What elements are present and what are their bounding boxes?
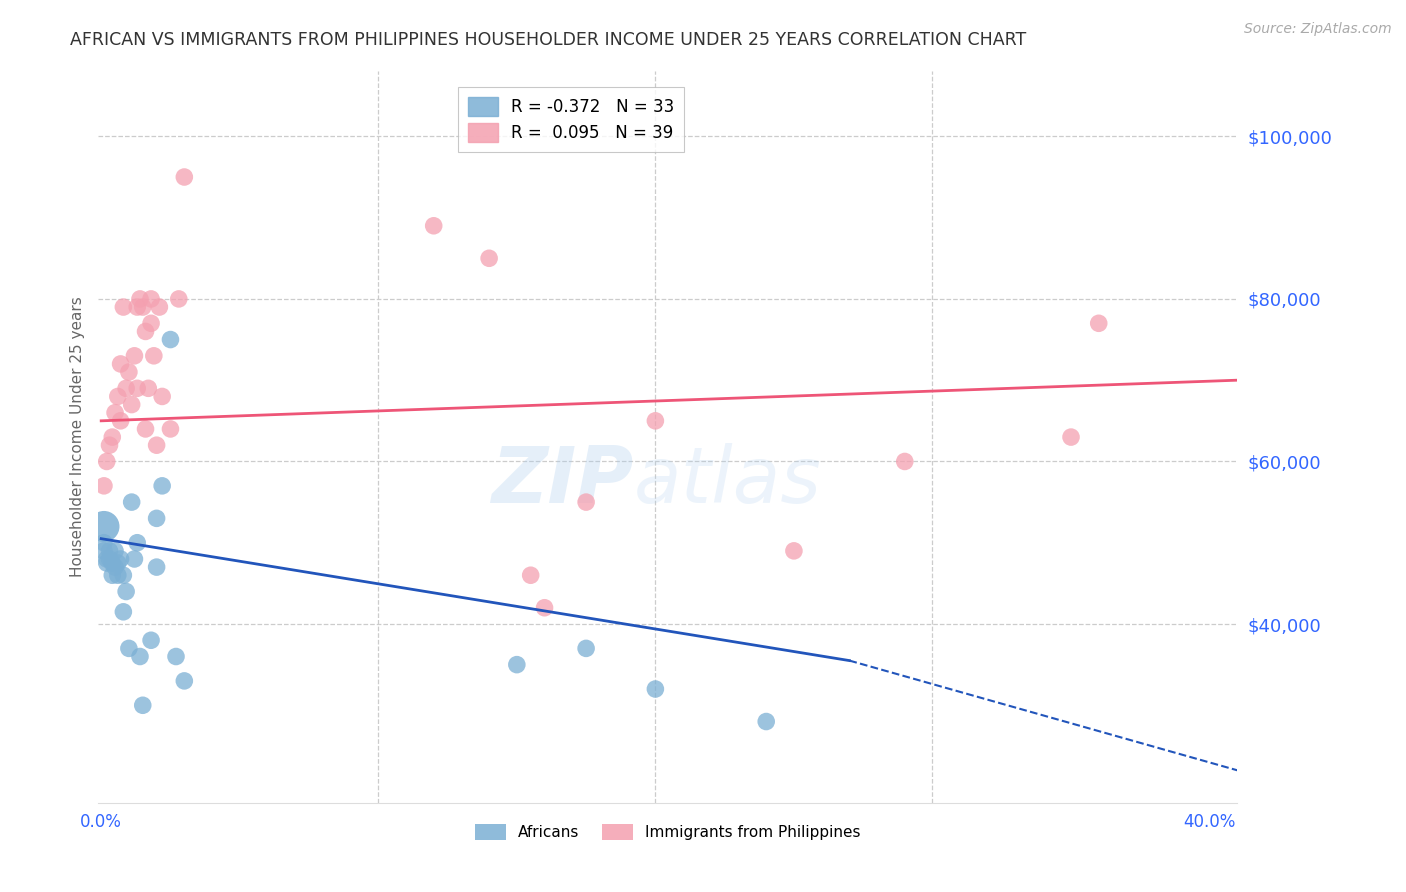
Point — [136, 381, 159, 395]
Point — [115, 584, 138, 599]
Point — [575, 641, 598, 656]
Point — [107, 389, 129, 403]
Point — [148, 300, 170, 314]
Text: Source: ZipAtlas.com: Source: ZipAtlas.com — [1244, 22, 1392, 37]
Point — [135, 422, 157, 436]
Point — [98, 552, 121, 566]
Point — [93, 479, 115, 493]
Point — [167, 292, 190, 306]
Point — [173, 673, 195, 688]
Point — [96, 552, 118, 566]
Point — [118, 641, 141, 656]
Point — [139, 316, 162, 330]
Point — [165, 649, 187, 664]
Point — [101, 430, 124, 444]
Text: atlas: atlas — [634, 443, 821, 519]
Point — [135, 325, 157, 339]
Text: ZIP: ZIP — [492, 443, 634, 519]
Point — [139, 633, 162, 648]
Point — [124, 552, 146, 566]
Point — [422, 219, 444, 233]
Legend: Africans, Immigrants from Philippines: Africans, Immigrants from Philippines — [470, 818, 866, 847]
Point — [107, 556, 129, 570]
Point — [104, 560, 127, 574]
Point — [519, 568, 541, 582]
Point — [129, 292, 152, 306]
Point — [110, 552, 132, 566]
Point — [159, 422, 181, 436]
Point — [101, 568, 124, 582]
Point — [96, 454, 118, 468]
Point — [145, 560, 167, 574]
Point — [142, 349, 165, 363]
Point — [132, 698, 155, 713]
Point — [110, 414, 132, 428]
Point — [894, 454, 917, 468]
Point — [1060, 430, 1083, 444]
Point — [93, 544, 115, 558]
Point — [173, 169, 195, 184]
Point — [533, 600, 555, 615]
Point — [93, 535, 115, 549]
Point — [112, 568, 135, 582]
Point — [132, 300, 155, 314]
Point — [124, 349, 146, 363]
Point — [145, 511, 167, 525]
Point — [118, 365, 141, 379]
Point — [93, 519, 115, 533]
Point — [150, 479, 173, 493]
Point — [159, 333, 181, 347]
Point — [112, 300, 135, 314]
Point — [121, 495, 143, 509]
Point — [145, 438, 167, 452]
Point — [127, 535, 149, 549]
Point — [150, 389, 173, 403]
Point — [98, 544, 121, 558]
Point — [112, 605, 135, 619]
Point — [98, 438, 121, 452]
Point — [96, 556, 118, 570]
Point — [115, 381, 138, 395]
Point — [107, 568, 129, 582]
Point — [129, 649, 152, 664]
Point — [575, 495, 598, 509]
Point — [127, 300, 149, 314]
Point — [478, 252, 501, 266]
Point — [644, 414, 666, 428]
Point — [1087, 316, 1109, 330]
Y-axis label: Householder Income Under 25 years: Householder Income Under 25 years — [69, 297, 84, 577]
Point — [506, 657, 529, 672]
Point — [104, 406, 127, 420]
Text: AFRICAN VS IMMIGRANTS FROM PHILIPPINES HOUSEHOLDER INCOME UNDER 25 YEARS CORRELA: AFRICAN VS IMMIGRANTS FROM PHILIPPINES H… — [70, 31, 1026, 49]
Point — [139, 292, 162, 306]
Point — [104, 544, 127, 558]
Point — [644, 681, 666, 696]
Point — [110, 357, 132, 371]
Point — [783, 544, 806, 558]
Point — [755, 714, 778, 729]
Point — [101, 556, 124, 570]
Point — [121, 398, 143, 412]
Point — [127, 381, 149, 395]
